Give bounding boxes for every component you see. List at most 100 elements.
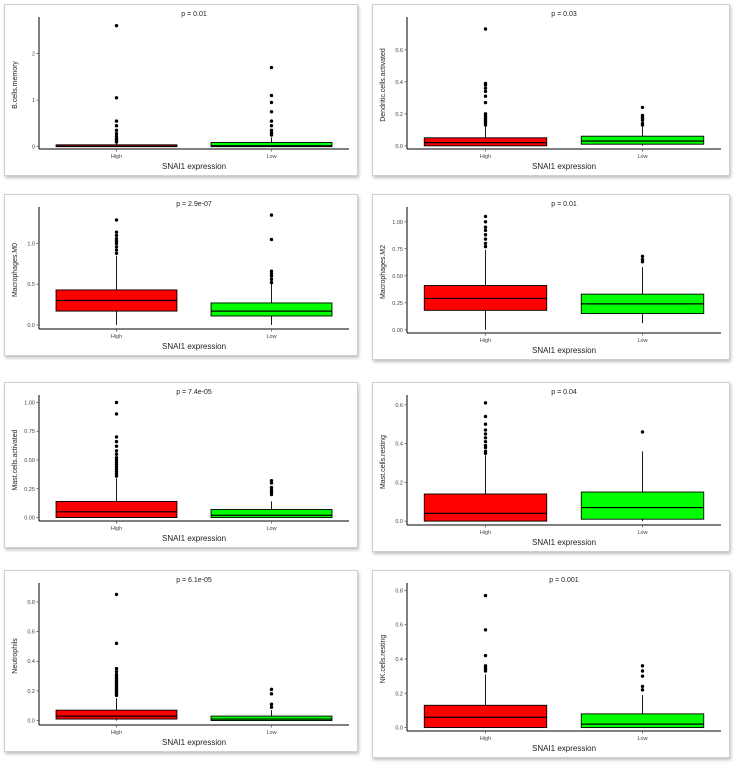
box-low xyxy=(210,509,333,518)
outlier-point xyxy=(483,94,488,98)
y-tick-label: 0.4 xyxy=(27,659,35,665)
outlier-point xyxy=(114,241,119,246)
outlier-point xyxy=(483,443,488,448)
outlier-point xyxy=(114,119,119,123)
outlier-point xyxy=(114,251,119,256)
outlier-point xyxy=(114,672,119,677)
outlier-point xyxy=(483,436,488,440)
outlier-point xyxy=(114,236,119,241)
outlier-point xyxy=(269,271,274,276)
y-tick-label: 2 xyxy=(32,52,35,58)
outlier-point xyxy=(483,664,488,668)
outlier-point xyxy=(483,220,488,224)
box-low xyxy=(580,491,705,520)
outlier-point xyxy=(269,237,274,242)
x-tick-label: Low xyxy=(266,154,276,160)
outlier-point xyxy=(114,239,119,243)
y-tick-label: 0.00 xyxy=(24,516,35,522)
outlier-point xyxy=(114,131,119,136)
x-tick-label: High xyxy=(480,338,491,344)
chart-panel-mast-cells-activated: p = 7.4e-05 0.00 0.25 0.50 0.75 1.00 Mast.cell… xyxy=(4,382,358,548)
outlier-point xyxy=(114,449,119,453)
outlier-point xyxy=(114,455,119,460)
outlier-point xyxy=(483,414,488,419)
outlier-point xyxy=(269,274,274,278)
outlier-point xyxy=(269,100,274,105)
outlier-point xyxy=(483,422,488,426)
outlier-point xyxy=(114,233,119,238)
y-tick-label: 0.0 xyxy=(395,519,403,525)
outlier-point xyxy=(269,124,274,128)
y-axis-label: NK.cells.resting xyxy=(380,635,387,684)
x-axis-label: SNAI1 expression xyxy=(162,162,226,171)
boxplot-svg: p = 7.4e-05 0.00 0.25 0.50 0.75 1.00 Mast.cell… xyxy=(12,389,349,543)
outlier-point xyxy=(640,257,645,262)
chart-panel-nk-cells-resting: p = 0.001 0.0 0.2 0.4 0.6 0.8 NK.cells.resting… xyxy=(372,570,730,758)
outlier-point xyxy=(269,128,274,133)
y-tick-label: 0.0 xyxy=(27,719,35,725)
y-axis-label: Mast.cells.resting xyxy=(380,435,387,489)
chart-title: p = 6.1e-05 xyxy=(176,577,212,584)
outlier-point xyxy=(483,428,488,432)
outlier-point xyxy=(114,412,119,416)
chart-title: p = 0.03 xyxy=(551,11,577,18)
y-tick-label: 0.0 xyxy=(27,323,35,329)
x-axis-label: SNAI1 expression xyxy=(532,346,596,355)
outlier-point xyxy=(114,439,119,444)
outlier-point xyxy=(114,669,119,674)
y-axis-label: Macrophages.M2 xyxy=(380,245,387,299)
outlier-point xyxy=(114,128,119,133)
x-tick-label: Low xyxy=(637,154,647,160)
outlier-point xyxy=(269,277,274,282)
outlier-point xyxy=(640,688,645,692)
x-tick-label: High xyxy=(111,730,122,736)
outlier-point xyxy=(483,233,488,237)
y-tick-label: 0.75 xyxy=(24,429,35,435)
outlier-point xyxy=(269,485,274,490)
y-tick-label: 1 xyxy=(32,98,35,104)
outlier-point xyxy=(269,269,274,273)
outlier-point xyxy=(269,110,274,114)
boxplot-svg: p = 0.001 0.0 0.2 0.4 0.6 0.8 NK.cells.resting… xyxy=(380,577,721,753)
x-tick-label: High xyxy=(480,154,491,160)
y-tick-label: 0.4 xyxy=(395,80,403,86)
y-tick-label: 0.0 xyxy=(395,144,403,150)
outlier-point xyxy=(114,435,119,439)
outlier-point xyxy=(483,244,488,249)
x-tick-label: High xyxy=(111,334,122,340)
outlier-point xyxy=(483,432,488,436)
outlier-point xyxy=(269,131,274,135)
x-axis-label: SNAI1 expression xyxy=(532,744,596,753)
outlier-point xyxy=(483,228,488,233)
chart-title: p = 0.04 xyxy=(551,389,577,396)
chart-title: p = 2.9e-07 xyxy=(176,201,212,208)
outlier-point xyxy=(269,213,274,217)
boxplot-svg: p = 6.1e-05 0.0 0.2 0.4 0.6 0.8 Neutrophils SNA… xyxy=(12,577,349,747)
chart-title: p = 0.001 xyxy=(549,577,578,584)
outlier-point xyxy=(483,27,488,31)
outlier-point xyxy=(483,89,488,94)
outlier-point xyxy=(114,230,119,234)
outlier-point xyxy=(483,112,488,116)
y-tick-label: 0.25 xyxy=(24,487,35,493)
x-tick-label: Low xyxy=(266,526,276,532)
outlier-point xyxy=(640,669,645,673)
y-tick-label: 1.00 xyxy=(24,400,35,406)
chart-panel-b-cells-memory: p = 0.01 0 1 2 B.cells.memory SNAI1 expressio… xyxy=(4,4,358,176)
x-tick-label: High xyxy=(111,526,122,532)
outlier-point xyxy=(269,93,274,98)
box-low xyxy=(210,715,333,721)
y-tick-label: 0.4 xyxy=(395,657,403,663)
outlier-point xyxy=(269,702,274,706)
y-tick-label: 0.50 xyxy=(392,274,403,280)
y-tick-label: 0.0 xyxy=(395,726,403,732)
outlier-point xyxy=(269,133,274,137)
outlier-point xyxy=(114,666,119,671)
outlier-point xyxy=(640,674,645,678)
outlier-point xyxy=(114,245,119,249)
outlier-point xyxy=(114,444,119,448)
y-axis-label: Neutrophils xyxy=(12,638,19,674)
y-tick-label: 0.8 xyxy=(395,588,403,594)
box-high xyxy=(55,709,178,720)
y-tick-label: 0.2 xyxy=(395,480,403,486)
